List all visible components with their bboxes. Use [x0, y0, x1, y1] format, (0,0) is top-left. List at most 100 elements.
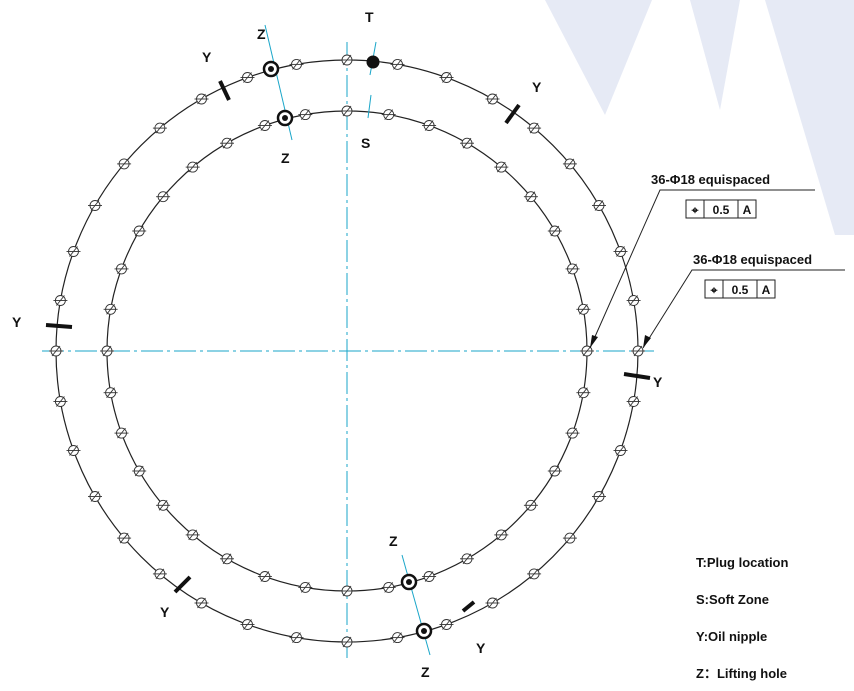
- inner-ring-hole: [156, 191, 171, 203]
- callout-1-arrow: [590, 335, 598, 348]
- inner-ring-hole: [580, 345, 594, 357]
- legend-lifting-hole: Z：Lifting hole: [696, 666, 787, 681]
- outer-ring-hole: [240, 72, 255, 83]
- outer-ring-hole: [626, 295, 641, 306]
- inner-ring-hole: [422, 571, 437, 582]
- inner-ring-hole: [547, 465, 562, 477]
- oil-nipple-mark-6: [461, 600, 476, 613]
- outer-ring-hole: [53, 396, 68, 407]
- lifting-axis-lower: [401, 554, 431, 656]
- callout-2-text: 36-Φ18 equispaced: [693, 252, 812, 267]
- inner-ring-hole: [298, 109, 313, 121]
- outer-ring-hole: [485, 597, 500, 609]
- outer-ring-hole: [340, 636, 354, 648]
- label-s-soft-zone: S: [361, 135, 370, 151]
- outer-ring-hole: [340, 54, 354, 66]
- inner-ring-hole: [576, 303, 591, 315]
- inner-ring-hole: [132, 225, 147, 237]
- inner-ring-hole: [494, 529, 509, 541]
- inner-ring-hole: [340, 585, 354, 597]
- outer-ring-hole: [66, 246, 81, 257]
- outer-ring-hole: [613, 246, 628, 257]
- outer-ring-hole: [592, 200, 606, 211]
- inner-ring-hole: [185, 529, 200, 541]
- outer-ring-hole: [439, 619, 454, 630]
- inner-ring-hole: [460, 137, 474, 149]
- inner-ring-hole: [114, 427, 129, 439]
- outer-ring-hole: [152, 568, 167, 580]
- outer-ring-hole: [88, 200, 102, 211]
- inner-ring-hole: [523, 499, 538, 511]
- outer-ring-hole: [592, 491, 606, 502]
- outer-ring-hole: [613, 445, 628, 456]
- position-tolerance-icon: ⌖: [710, 283, 718, 297]
- callout-2: 36-Φ18 equispaced ⌖ 0.5 A: [693, 252, 812, 299]
- callout-1-datum-cell: [737, 199, 757, 219]
- outer-ring-hole: [527, 122, 542, 134]
- label-y-top-left: Y: [202, 49, 212, 65]
- label-z-top: Z: [257, 26, 266, 42]
- legend: T:Plug location S:Soft Zone Y:Oil nipple…: [696, 555, 789, 681]
- outer-hole-pattern: [49, 54, 645, 648]
- oil-nipple-mark-4: [623, 372, 651, 380]
- legend-plug-location: T:Plug location: [696, 555, 789, 570]
- callout-2-leader: [642, 269, 845, 349]
- inner-ring-hole: [381, 581, 396, 593]
- outer-ring-hole: [66, 445, 81, 456]
- inner-ring-hole: [220, 137, 234, 149]
- outer-ring-hole: [390, 632, 405, 644]
- inner-ring-hole: [565, 263, 580, 275]
- oil-nipple-marks: [45, 80, 651, 613]
- callout-1-datum: A: [743, 203, 752, 217]
- feature-labels: T S Z Z Z Z Y Y Y Y Y Y: [12, 9, 663, 680]
- outer-ring-hole: [88, 491, 102, 502]
- label-y-right: Y: [653, 374, 663, 390]
- inner-ring-hole: [156, 499, 171, 511]
- inner-ring-hole: [257, 571, 272, 582]
- inner-ring-hole: [100, 345, 114, 357]
- legend-soft-zone: S:Soft Zone: [696, 592, 769, 607]
- label-y-top-right: Y: [532, 79, 542, 95]
- outer-ring-hole: [562, 158, 577, 170]
- label-z-lower-inner: Z: [389, 533, 398, 549]
- outer-ring-hole: [626, 396, 641, 407]
- inner-ring-hole: [576, 387, 591, 399]
- callout-2-value: 0.5: [732, 283, 749, 297]
- inner-hole-pattern: [100, 105, 594, 597]
- watermark: [545, 0, 854, 235]
- inner-ring-hole: [340, 105, 354, 117]
- callout-1-value: 0.5: [713, 203, 730, 217]
- plug-marker: [366, 55, 380, 69]
- label-t-plug: T: [365, 9, 374, 25]
- outer-ring-hole: [439, 72, 454, 83]
- outer-ring-hole: [152, 122, 167, 134]
- label-z-bottom: Z: [421, 664, 430, 680]
- outer-ring-hole: [390, 58, 405, 70]
- callout-1: 36-Φ18 equispaced ⌖ 0.5 A: [651, 172, 770, 219]
- inner-ring-hole: [422, 120, 437, 131]
- outer-ring-hole: [53, 295, 68, 306]
- outer-ring-hole: [562, 532, 577, 544]
- oil-nipple-mark-2: [504, 103, 521, 125]
- outer-ring-hole: [49, 345, 63, 357]
- outer-ring-hole: [117, 158, 132, 170]
- position-tolerance-icon: ⌖: [691, 203, 699, 217]
- outer-ring-hole: [631, 345, 645, 357]
- inner-ring-hole: [220, 553, 234, 565]
- inner-ring-hole: [185, 161, 200, 173]
- inner-ring-hole: [257, 120, 272, 131]
- outer-ring-hole: [240, 619, 255, 630]
- callout-1-text: 36-Φ18 equispaced: [651, 172, 770, 187]
- outer-ring-hole: [527, 568, 542, 580]
- inner-ring-hole: [103, 387, 118, 399]
- oil-nipple-mark-3: [45, 323, 73, 329]
- legend-oil-nipple: Y:Oil nipple: [696, 629, 767, 644]
- inner-ring-hole: [114, 263, 129, 275]
- inner-ring-hole: [494, 161, 509, 173]
- label-y-bottom-left: Y: [160, 604, 170, 620]
- outer-ring-hole: [194, 597, 209, 609]
- inner-ring-hole: [298, 581, 313, 593]
- inner-ring-hole: [547, 225, 562, 237]
- callout-2-datum: A: [762, 283, 771, 297]
